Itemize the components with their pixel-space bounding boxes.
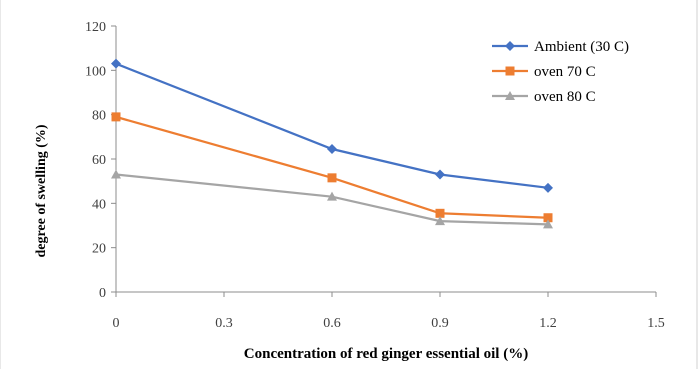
series-line xyxy=(115,62,549,189)
y-tick-label: 60 xyxy=(92,153,106,168)
legend-marker xyxy=(505,91,515,100)
y-tick-label: 100 xyxy=(85,64,106,79)
data-point-marker xyxy=(435,208,445,218)
y-axis-label: degree of swelling (%) xyxy=(34,124,49,257)
series-line xyxy=(115,173,549,226)
x-axis-label: Concentration of red ginger essential oi… xyxy=(244,346,528,362)
y-tick-label: 20 xyxy=(92,242,106,257)
data-point-marker xyxy=(543,213,553,223)
y-tick-label: 40 xyxy=(92,197,106,212)
legend: Ambient (30 C) oven 70 C oven 80 C xyxy=(492,39,629,105)
data-point-marker xyxy=(111,58,121,69)
data-point-marker xyxy=(111,169,121,179)
x-tick-labels: 0 0.3 0.6 0.9 1.2 1.5 xyxy=(113,292,665,331)
y-tick-label: 120 xyxy=(85,20,106,35)
series-1 xyxy=(111,58,553,193)
x-tick-label: 0.9 xyxy=(431,316,449,331)
series-3 xyxy=(111,169,553,229)
legend-marker xyxy=(505,41,515,51)
y-tick-label: 80 xyxy=(92,109,106,124)
data-point-marker xyxy=(435,216,445,226)
x-tick-label: 0 xyxy=(113,316,120,331)
data-point-marker xyxy=(327,173,337,183)
legend-label: oven 70 C xyxy=(534,64,596,80)
y-tick-label: 0 xyxy=(99,286,106,301)
legend-item: Ambient (30 C) xyxy=(492,39,629,55)
x-tick-label: 1.5 xyxy=(647,316,665,331)
series-2 xyxy=(111,112,553,223)
legend-marker xyxy=(505,66,515,76)
legend-item: oven 70 C xyxy=(492,64,596,80)
data-point-marker xyxy=(543,182,553,193)
x-tick-label: 1.2 xyxy=(539,316,557,331)
data-point-marker xyxy=(435,169,445,180)
series-layer xyxy=(111,58,553,229)
x-tick-label: 0.6 xyxy=(323,316,341,331)
legend-label: oven 80 C xyxy=(534,89,596,105)
legend-item: oven 80 C xyxy=(492,89,596,105)
data-point-marker xyxy=(327,191,337,201)
data-point-marker xyxy=(111,112,121,122)
series-line xyxy=(115,115,549,219)
legend-label: Ambient (30 C) xyxy=(534,39,629,55)
y-tick-labels: 0 20 40 60 80 100 120 xyxy=(85,20,116,301)
x-tick-label: 0.3 xyxy=(215,316,233,331)
data-point-marker xyxy=(327,144,337,155)
data-point-marker xyxy=(543,219,553,229)
